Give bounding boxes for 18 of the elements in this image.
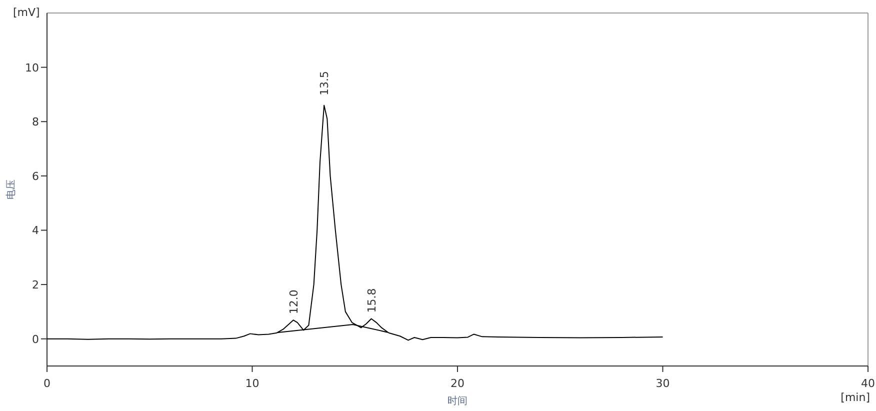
x-axis-title: 时间 [448,395,468,407]
annotation: 15.8 [365,288,378,313]
x-tick-label: 10 [245,377,260,390]
x-tick-label: 40 [861,377,875,390]
y-axis-title: 电压 [5,180,17,200]
y-tick-label: 4 [32,224,39,238]
y-tick-label: 2 [32,278,39,292]
y-tick-label: 8 [32,116,39,129]
x-tick-label: 20 [450,377,464,390]
annotation: 12.0 [287,290,300,314]
y-tick-label: 10 [25,61,39,74]
y-tick-label: 0 [32,332,39,346]
y-tick-label: 6 [32,170,39,183]
text: [min] [840,391,870,404]
x-tick-label: 0 [44,377,50,390]
annotation: 13.5 [318,71,332,96]
text: [mV] [13,6,40,19]
x-tick-label: 30 [656,377,670,390]
